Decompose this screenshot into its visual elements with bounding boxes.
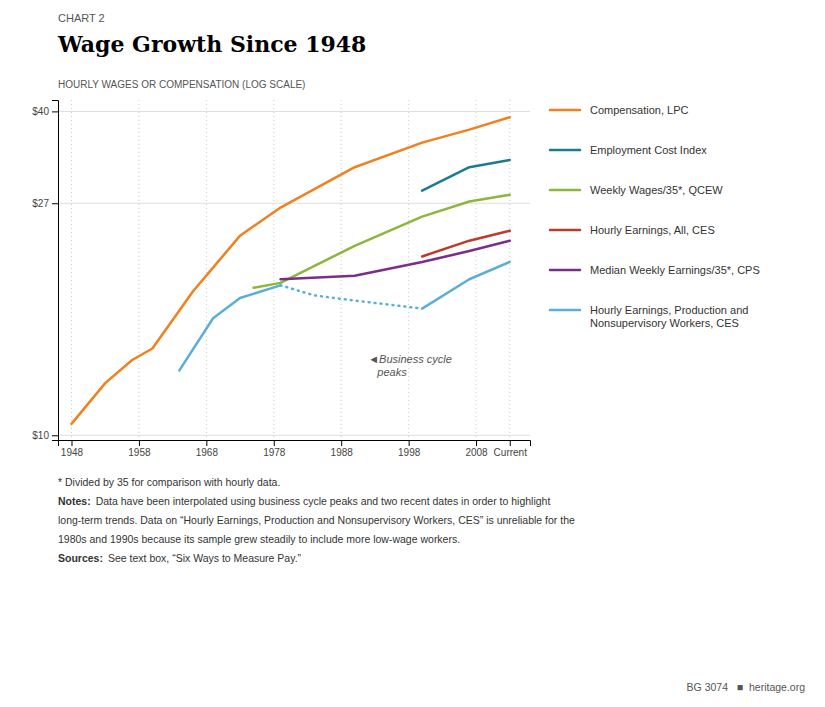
- legend-item: Compensation, LPC: [550, 104, 688, 116]
- x-tick-mark: [274, 440, 275, 446]
- legend-swatch: [550, 149, 580, 152]
- x-tick: 1998: [398, 440, 421, 458]
- y-tick-label: $10: [32, 430, 49, 441]
- x-tick-mark: [71, 440, 72, 446]
- legend-label: Median Weekly Earnings/35*, CPS: [590, 264, 760, 276]
- legend-item: Median Weekly Earnings/35*, CPS: [550, 264, 760, 276]
- x-tick-label: Current: [494, 447, 528, 458]
- legend-label-line: Employment Cost Index: [590, 144, 707, 156]
- x-grid-line: [476, 100, 477, 440]
- y-grid-line: [58, 435, 530, 436]
- footnote-label: Notes:: [58, 495, 91, 507]
- x-grid-line: [206, 100, 207, 440]
- annotation-line: ◄Business cycle: [368, 353, 452, 365]
- y-grid-line: [58, 111, 530, 112]
- footnote: Data have been interpolated using busine…: [96, 495, 551, 507]
- x-grid-line: [71, 100, 72, 440]
- legend-label-line: Compensation, LPC: [590, 104, 688, 116]
- series-line: [254, 195, 510, 288]
- legend-swatch: [550, 269, 580, 272]
- x-tick: 1968: [196, 440, 219, 458]
- legend-item: Weekly Wages/35*, QCEW: [550, 184, 723, 196]
- x-grid-line: [273, 100, 274, 440]
- series-line: [281, 285, 423, 308]
- legend-swatch: [550, 309, 580, 312]
- footnote: * Divided by 35 for comparison with hour…: [58, 476, 280, 488]
- series-line: [422, 262, 510, 309]
- x-grid-line: [138, 100, 139, 440]
- legend-label-line: Hourly Earnings, Production and: [590, 304, 748, 316]
- x-tick-mark: [409, 440, 410, 446]
- legend-label: Hourly Earnings, All, CES: [590, 224, 715, 236]
- x-tick: 1988: [331, 440, 354, 458]
- x-tick-mark: [510, 440, 511, 446]
- x-tick: 1958: [128, 440, 151, 458]
- x-tick-label: 2008: [465, 447, 488, 458]
- legend-label-line: Median Weekly Earnings/35*, CPS: [590, 264, 760, 276]
- legend-label: Employment Cost Index: [590, 144, 707, 156]
- y-axis-title: HOURLY WAGES OR COMPENSATION (LOG SCALE): [58, 79, 305, 90]
- legend-label: Compensation, LPC: [590, 104, 688, 116]
- x-tick-label: 1968: [196, 447, 219, 458]
- x-tick: 2008: [465, 440, 488, 458]
- chart-label: CHART 2: [58, 12, 105, 24]
- legend-label-line: Nonsupervisory Workers, CES: [590, 317, 739, 329]
- x-tick-label: 1998: [398, 447, 421, 458]
- x-tick: Current: [494, 440, 528, 458]
- title: Wage Growth Since 1948: [57, 31, 366, 57]
- legend-swatch: [550, 189, 580, 192]
- x-tick-mark: [206, 440, 207, 446]
- series-line: [422, 160, 510, 191]
- x-grid-line: [341, 100, 342, 440]
- annotation-line: peaks: [368, 366, 407, 378]
- footnote: See text box, “Six Ways to Measure Pay.”: [108, 552, 302, 564]
- y-tick: $40: [32, 106, 58, 117]
- x-tick-label: 1958: [128, 447, 151, 458]
- legend-swatch: [550, 229, 580, 232]
- legend-label: Hourly Earnings, Production andNonsuperv…: [590, 304, 748, 329]
- series-line: [71, 117, 509, 424]
- y-tick-label: $40: [32, 106, 49, 117]
- footnote-label: Sources:: [58, 552, 103, 564]
- y-tick-mark: [52, 435, 58, 436]
- y-tick: $10: [32, 430, 58, 441]
- legend-swatch: [550, 109, 580, 112]
- x-axis-line: [59, 441, 531, 447]
- x-axis: 1948 1958 1968 1978 1988 1998 2008 Current: [59, 440, 531, 458]
- legend-label-line: Hourly Earnings, All, CES: [590, 224, 715, 236]
- x-tick-label: 1948: [61, 447, 84, 458]
- chart: CHART 2 Wage Growth Since 1948 HOURLY WAGE…: [0, 0, 825, 707]
- x-grid-line: [509, 100, 510, 440]
- legend-item: Hourly Earnings, All, CES: [550, 224, 715, 236]
- legend-item: Hourly Earnings, Production andNonsuperv…: [550, 304, 748, 329]
- y-tick-mark: [52, 111, 58, 112]
- x-tick-mark: [341, 440, 342, 446]
- x-tick-mark: [476, 440, 477, 446]
- x-tick-label: 1988: [331, 447, 354, 458]
- legend-item: Employment Cost Index: [550, 144, 707, 156]
- legend: Compensation, LPC Employment Cost Index We…: [550, 104, 760, 329]
- legend-label: Weekly Wages/35*, QCEW: [590, 184, 723, 196]
- y-tick-label: $27: [32, 198, 49, 209]
- grid: [58, 100, 530, 440]
- footnote: long-term trends. Data on “Hourly Earnin…: [58, 514, 575, 526]
- x-grid-line: [408, 100, 409, 440]
- x-tick-mark: [139, 440, 140, 446]
- y-tick: $27: [32, 198, 58, 209]
- series-line: [281, 241, 510, 280]
- y-tick-mark: [52, 203, 58, 204]
- series-line: [179, 285, 280, 370]
- annotation: ◄Business cycle peaks: [368, 353, 452, 378]
- legend-label-line: Weekly Wages/35*, QCEW: [590, 184, 723, 196]
- footnote: 1980s and 1990s because its sample grew …: [58, 533, 460, 545]
- x-tick: 1978: [263, 440, 286, 458]
- x-tick-label: 1978: [263, 447, 286, 458]
- footnotes: * Divided by 35 for comparison with hour…: [58, 476, 575, 564]
- credit: BG 3074 ■ heritage.org: [687, 681, 806, 693]
- lines: [71, 117, 509, 424]
- x-tick: 1948: [61, 440, 84, 458]
- y-axis-line: [52, 101, 59, 441]
- y-axis: $10 $27 $40: [32, 101, 58, 441]
